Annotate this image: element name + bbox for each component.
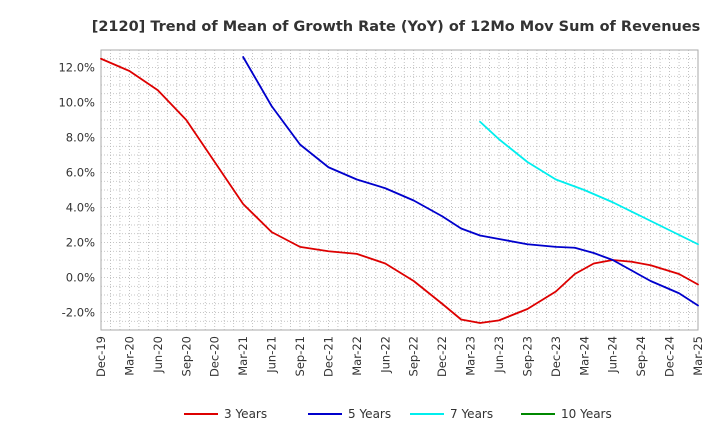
y-tick-label: 12.0%	[58, 61, 95, 75]
series-line-5-years	[242, 56, 699, 307]
x-tick-label: Sep-21	[293, 336, 307, 376]
y-tick-label: 2.0%	[66, 236, 95, 250]
x-tick-label: Mar-20	[122, 336, 136, 376]
grid-layer	[101, 50, 698, 330]
chart-title: [2120] Trend of Mean of Growth Rate (YoY…	[92, 19, 701, 35]
x-tick-label: Jun-22	[378, 336, 392, 374]
legend: 3 Years 5 Years 7 Years 10 Years	[184, 407, 612, 421]
x-tick-label: Dec-23	[549, 336, 563, 377]
x-tick-label: Mar-25	[691, 336, 705, 376]
x-tick-label: Jun-20	[151, 336, 165, 374]
legend-label: 3 Years	[224, 407, 267, 421]
x-tick-label: Dec-19	[94, 336, 108, 377]
x-tick-label: Jun-21	[265, 336, 279, 374]
x-tick-label: Sep-24	[634, 336, 648, 376]
y-axis: -2.0% 0.0% 2.0% 4.0% 6.0% 8.0% 10.0% 12.0%	[58, 61, 95, 320]
x-tick-label: Sep-23	[520, 336, 534, 376]
x-axis: Dec-19 Mar-20 Jun-20 Sep-20 Dec-20 Mar-21 Jun-…	[94, 336, 705, 377]
y-tick-label: 8.0%	[66, 131, 95, 145]
y-tick-label: 4.0%	[66, 201, 95, 215]
x-tick-label: Mar-23	[464, 336, 478, 376]
y-tick-label: 10.0%	[58, 96, 95, 110]
y-tick-label: 0.0%	[66, 271, 95, 285]
x-tick-label: Sep-22	[407, 336, 421, 376]
series-layer	[100, 56, 699, 324]
x-tick-label: Mar-22	[350, 336, 364, 376]
x-tick-label: Jun-23	[492, 336, 506, 374]
x-tick-label: Mar-24	[577, 336, 591, 376]
x-tick-label: Dec-22	[435, 336, 449, 377]
x-tick-label: Dec-21	[321, 336, 335, 377]
x-tick-label: Jun-24	[606, 336, 620, 374]
x-tick-label: Mar-21	[236, 336, 250, 376]
legend-label: 10 Years	[561, 407, 612, 421]
x-tick-label: Dec-20	[208, 336, 222, 377]
legend-label: 7 Years	[450, 407, 493, 421]
legend-label: 5 Years	[348, 407, 391, 421]
series-line-7-years	[479, 120, 699, 246]
x-tick-label: Dec-24	[663, 336, 677, 377]
y-tick-label: -2.0%	[62, 306, 95, 320]
x-tick-label: Sep-20	[179, 336, 193, 376]
y-tick-label: 6.0%	[66, 166, 95, 180]
